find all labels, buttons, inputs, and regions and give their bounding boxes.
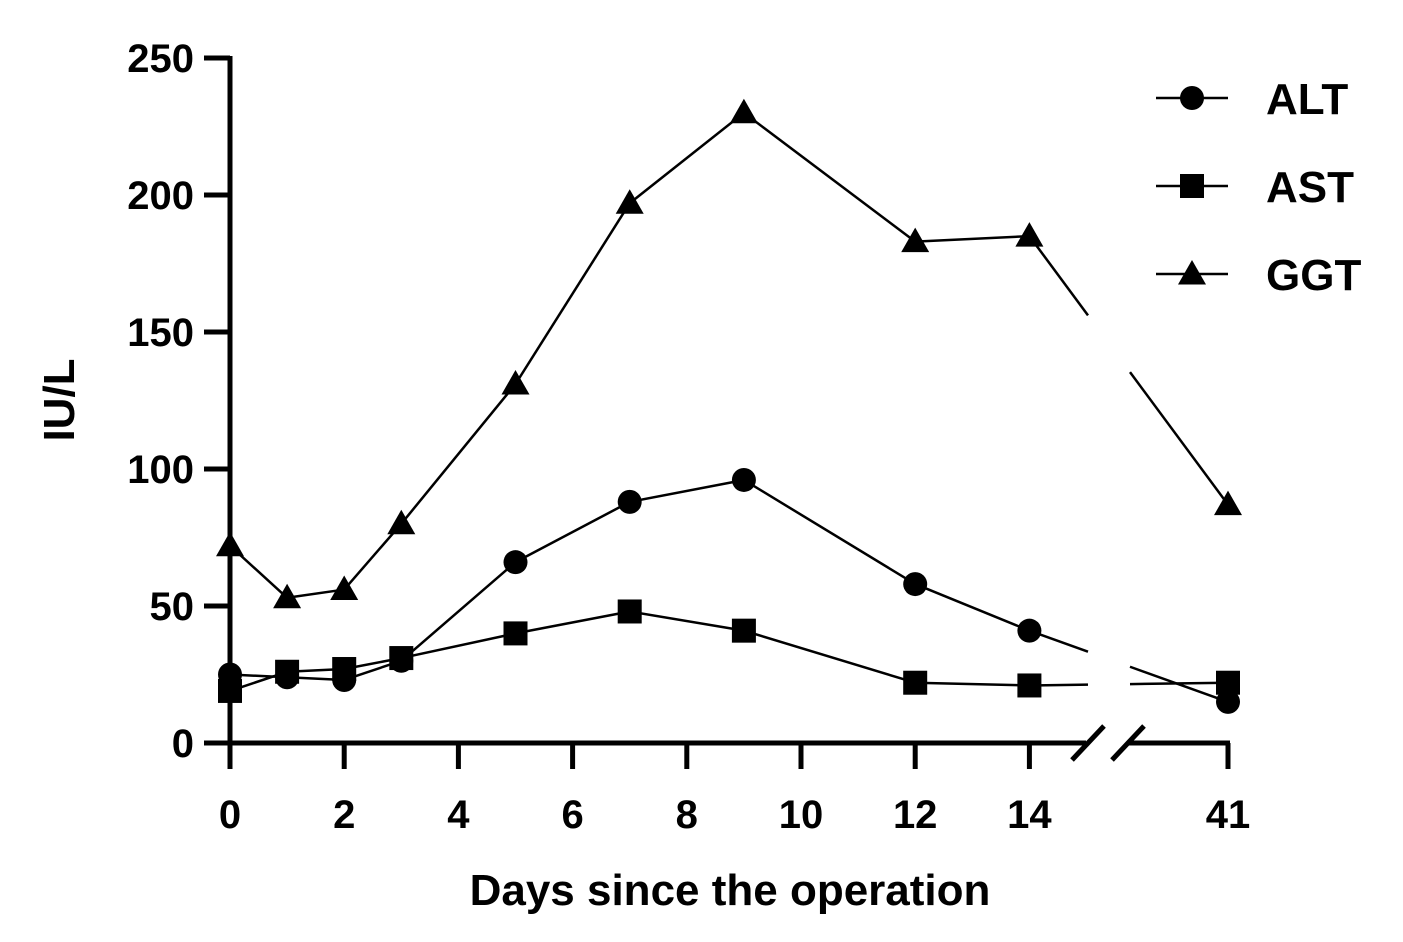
series-line-segment bbox=[743, 629, 916, 684]
series-line-segment bbox=[915, 234, 1030, 243]
series-line-segment bbox=[514, 500, 631, 564]
y-axis-title: IU/L bbox=[35, 358, 84, 441]
data-point-ast bbox=[903, 670, 928, 695]
data-point-ast bbox=[1216, 670, 1240, 695]
x-tick-label: 0 bbox=[219, 793, 241, 837]
x-tick-label: 41 bbox=[1206, 793, 1251, 837]
legend-label: ALT bbox=[1266, 75, 1348, 124]
series-line-segment bbox=[400, 383, 517, 525]
data-point-ast bbox=[617, 599, 642, 624]
legend-marker-ast bbox=[1180, 174, 1204, 198]
data-point-alt bbox=[1017, 618, 1042, 643]
series-ggt bbox=[216, 98, 1242, 609]
y-tick-label: 250 bbox=[127, 37, 194, 81]
series-line-segment bbox=[914, 582, 1030, 632]
series-line-segment bbox=[743, 111, 916, 243]
legend-item-ast: AST bbox=[1156, 163, 1354, 212]
legend-label: GGT bbox=[1266, 251, 1361, 300]
data-point-alt bbox=[617, 489, 642, 514]
data-point-ast bbox=[275, 659, 300, 684]
data-point-alt bbox=[731, 467, 756, 492]
series-line-segment bbox=[514, 202, 631, 385]
series-alt bbox=[218, 467, 1240, 714]
data-point-ggt bbox=[901, 227, 930, 253]
legend-item-ggt: GGT bbox=[1156, 251, 1361, 300]
data-point-ggt bbox=[330, 575, 359, 601]
y-tick-label: 150 bbox=[127, 311, 194, 355]
axis-break-mark bbox=[1070, 724, 1106, 762]
x-tick-label: 12 bbox=[893, 793, 938, 837]
data-point-ast bbox=[503, 621, 528, 646]
legend-label: AST bbox=[1266, 163, 1354, 212]
data-point-ggt bbox=[273, 583, 302, 609]
data-point-alt bbox=[1216, 689, 1240, 714]
y-tick-label: 100 bbox=[127, 448, 194, 492]
series-line-segment bbox=[1129, 681, 1229, 686]
x-tick-label: 4 bbox=[447, 793, 470, 837]
data-point-ggt bbox=[387, 509, 416, 535]
data-point-ggt bbox=[501, 370, 530, 395]
series-line-segment bbox=[629, 610, 745, 632]
data-point-ggt bbox=[216, 531, 244, 557]
data-point-ggt bbox=[729, 98, 758, 124]
data-point-ast bbox=[218, 678, 242, 703]
data-point-alt bbox=[903, 572, 928, 597]
series-line-segment bbox=[1028, 235, 1090, 317]
axes: 0 50 100 150 200 250 0 2 4 6 8 10 12 14 41 bbox=[127, 37, 1250, 837]
series-line-segment bbox=[629, 478, 745, 504]
series-line-segment bbox=[1128, 371, 1230, 506]
data-point-ast bbox=[1017, 673, 1042, 698]
y-tick-label: 200 bbox=[127, 174, 194, 218]
legend-marker-ggt bbox=[1178, 260, 1206, 285]
axis-break-mark bbox=[1110, 724, 1146, 762]
x-tick-label: 2 bbox=[333, 793, 355, 837]
x-tick-label: 14 bbox=[1007, 793, 1052, 837]
data-point-alt bbox=[503, 550, 528, 575]
legend-marker-alt bbox=[1180, 86, 1204, 110]
series-line-segment bbox=[400, 561, 517, 662]
series-line-segment bbox=[515, 610, 630, 635]
data-point-ggt bbox=[615, 189, 644, 214]
data-point-ast bbox=[332, 657, 357, 682]
x-tick-label: 8 bbox=[676, 793, 698, 837]
x-tick-label: 10 bbox=[779, 793, 824, 837]
x-tick-label: 6 bbox=[561, 793, 583, 837]
data-point-ast bbox=[731, 618, 756, 643]
series-line-segment bbox=[915, 681, 1030, 687]
data-point-ggt bbox=[1214, 490, 1242, 516]
legend: ALT AST GGT bbox=[1156, 75, 1361, 300]
x-axis-title: Days since the operation bbox=[470, 866, 991, 915]
y-tick-label: 50 bbox=[150, 585, 195, 629]
data-point-ggt bbox=[1015, 222, 1044, 247]
legend-item-alt: ALT bbox=[1156, 75, 1348, 124]
series-line-segment bbox=[743, 478, 916, 586]
series-line-segment bbox=[343, 522, 403, 591]
series-layer bbox=[216, 98, 1242, 714]
y-tick-label: 0 bbox=[172, 722, 194, 766]
series-ast bbox=[218, 599, 1240, 703]
series-line-segment bbox=[628, 111, 745, 205]
series-line-segment bbox=[401, 632, 516, 660]
series-line-segment bbox=[286, 588, 345, 600]
data-point-ast bbox=[389, 646, 414, 671]
